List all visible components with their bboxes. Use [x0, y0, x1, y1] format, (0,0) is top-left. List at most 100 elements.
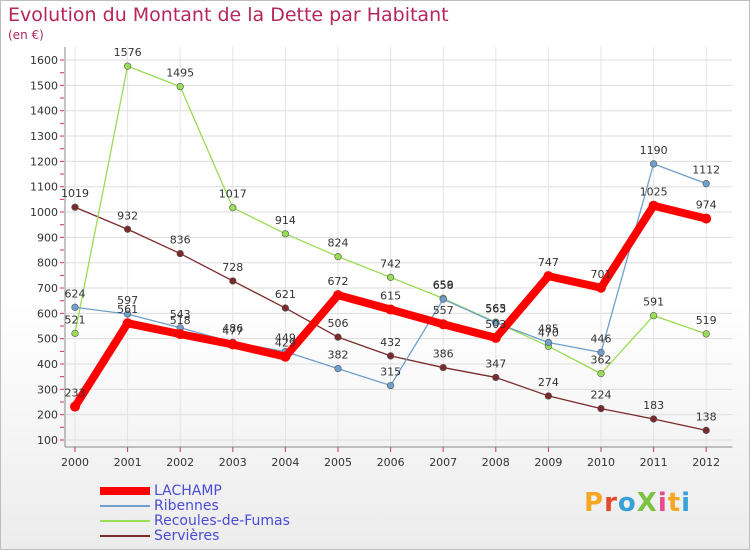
data-label-recoules-de-fumas-2001: 1576: [114, 46, 142, 59]
point-servi-res-2012: [702, 426, 710, 434]
logo-letter: P: [584, 488, 605, 518]
data-label-servi-res-2011: 183: [643, 399, 664, 412]
legend-swatch-recoules: [100, 520, 150, 522]
data-label-servi-res-2003: 728: [222, 261, 243, 274]
x-tick-2004: 2004: [271, 456, 299, 469]
point-servi-res-2004: [281, 304, 290, 312]
legend-swatch-servieres: [100, 535, 150, 537]
y-tick-500: 500: [37, 333, 58, 346]
data-label-ribennes-2000: 624: [65, 287, 86, 300]
legend-swatch-lachamp: [100, 487, 150, 495]
data-label-recoules-de-fumas-2005: 824: [328, 237, 349, 250]
data-label-ribennes-2004: 449: [275, 332, 296, 345]
data-label-lachamp-2005: 672: [328, 275, 349, 288]
y-tick-400: 400: [37, 358, 58, 371]
logo-letter: r: [604, 488, 618, 518]
point-recoules-de-fumas-2005: [334, 253, 342, 261]
y-tick-1200: 1200: [30, 155, 58, 168]
point-ribennes-2012: [702, 180, 710, 188]
data-label-servi-res-2007: 386: [433, 348, 454, 361]
data-label-recoules-de-fumas-2002: 1495: [166, 67, 194, 80]
point-lachamp-2010: [596, 282, 606, 293]
data-label-servi-res-2002: 836: [170, 234, 191, 247]
point-recoules-de-fumas-2011: [649, 312, 658, 320]
y-tick-200: 200: [37, 409, 58, 422]
point-recoules-de-fumas-2004: [281, 230, 290, 238]
point-servi-res-2003: [229, 277, 237, 285]
data-label-servi-res-2004: 621: [275, 288, 296, 301]
point-ribennes-2008: [492, 319, 500, 327]
y-tick-100: 100: [37, 434, 58, 447]
y-tick-900: 900: [37, 231, 58, 244]
data-label-recoules-de-fumas-2003: 1017: [219, 188, 247, 201]
point-ribennes-2006: [387, 381, 395, 390]
point-ribennes-2000: [71, 303, 79, 311]
legend-label-recoules: Recoules-de-Fumas: [154, 513, 290, 529]
point-recoules-de-fumas-2010: [597, 370, 605, 378]
data-label-lachamp-2010: 701: [591, 268, 612, 281]
point-recoules-de-fumas-2000: [71, 329, 79, 337]
x-tick-2000: 2000: [61, 456, 89, 469]
data-label-ribennes-2002: 543: [170, 308, 191, 321]
point-lachamp-2012: [701, 213, 712, 224]
x-tick-2011: 2011: [640, 456, 668, 469]
data-label-lachamp-2000: 233: [65, 387, 86, 400]
data-label-recoules-de-fumas-2008: 565: [485, 302, 506, 315]
point-servi-res-2006: [387, 352, 395, 360]
data-label-recoules-de-fumas-2012: 519: [696, 314, 717, 327]
point-lachamp-2000: [70, 401, 80, 412]
data-label-lachamp-2006: 615: [380, 290, 401, 303]
x-tick-labels: 2000 2001 2002 2003 2004 2005 2006 2007 2008 2009…: [61, 456, 720, 469]
data-label-lachamp-2007: 557: [433, 304, 454, 317]
x-tick-2007: 2007: [429, 456, 457, 469]
series-servi-res: [71, 203, 710, 434]
point-lachamp-2008: [490, 332, 501, 343]
data-label-servi-res-2001: 932: [117, 209, 138, 222]
point-ribennes-2005: [334, 364, 342, 373]
y-tick-1400: 1400: [30, 105, 58, 118]
logo-letter: X: [636, 488, 658, 518]
data-label-lachamp-2009: 747: [538, 256, 559, 269]
x-tick-2009: 2009: [534, 456, 562, 469]
data-label-recoules-de-fumas-2000: 521: [65, 313, 86, 326]
y-tick-labels: 100 200 300 400 500 600 700 800 900 1000 1100 1200 1…: [30, 54, 58, 447]
x-tick-2006: 2006: [377, 456, 405, 469]
data-label-recoules-de-fumas-2011: 591: [643, 296, 664, 309]
point-ribennes-2001: [123, 310, 132, 318]
data-label-lachamp-2001: 561: [117, 303, 138, 316]
series-lines: [70, 62, 712, 434]
data-label-servi-res-2012: 138: [696, 410, 717, 423]
point-servi-res-2011: [649, 415, 658, 423]
logo-letter: i: [657, 488, 668, 518]
x-tick-2003: 2003: [219, 456, 247, 469]
data-label-lachamp-2011: 1025: [640, 186, 668, 199]
point-lachamp-2006: [385, 304, 396, 315]
data-label-servi-res-2009: 274: [538, 376, 559, 389]
data-label-recoules-de-fumas-2009: 470: [538, 326, 559, 339]
data-label-lachamp-2003: 477: [222, 325, 243, 338]
x-tick-2010: 2010: [587, 456, 615, 469]
point-lachamp-2003: [227, 339, 238, 350]
point-lachamp-2007: [438, 319, 449, 330]
data-label-ribennes-2009: 485: [538, 322, 559, 335]
data-label-lachamp-2008: 503: [485, 318, 506, 331]
point-lachamp-2011: [648, 200, 659, 211]
data-label-ribennes-2011: 1190: [640, 144, 668, 157]
logo-letter: o: [617, 488, 637, 518]
legend-label-lachamp: LACHAMP: [154, 483, 222, 499]
point-ribennes-2011: [649, 160, 658, 168]
data-label-ribennes-2007: 656: [433, 279, 454, 292]
logo-letter: t: [667, 488, 682, 518]
chart-title: Evolution du Montant de la Dette par Hab…: [8, 4, 449, 26]
point-lachamp-2005: [333, 290, 343, 301]
legend-label-ribennes: Ribennes: [154, 498, 219, 514]
data-label-servi-res-2006: 432: [380, 336, 401, 349]
data-label-servi-res-2010: 224: [591, 389, 612, 402]
data-label-ribennes-2003: 486: [222, 322, 243, 335]
point-ribennes-2009: [544, 338, 553, 347]
data-label-recoules-de-fumas-2004: 914: [275, 214, 296, 227]
point-servi-res-2008: [492, 373, 500, 382]
point-ribennes-2010: [597, 348, 605, 356]
data-label-recoules-de-fumas-2006: 742: [380, 257, 401, 270]
data-label-ribennes-2005: 382: [328, 349, 349, 362]
